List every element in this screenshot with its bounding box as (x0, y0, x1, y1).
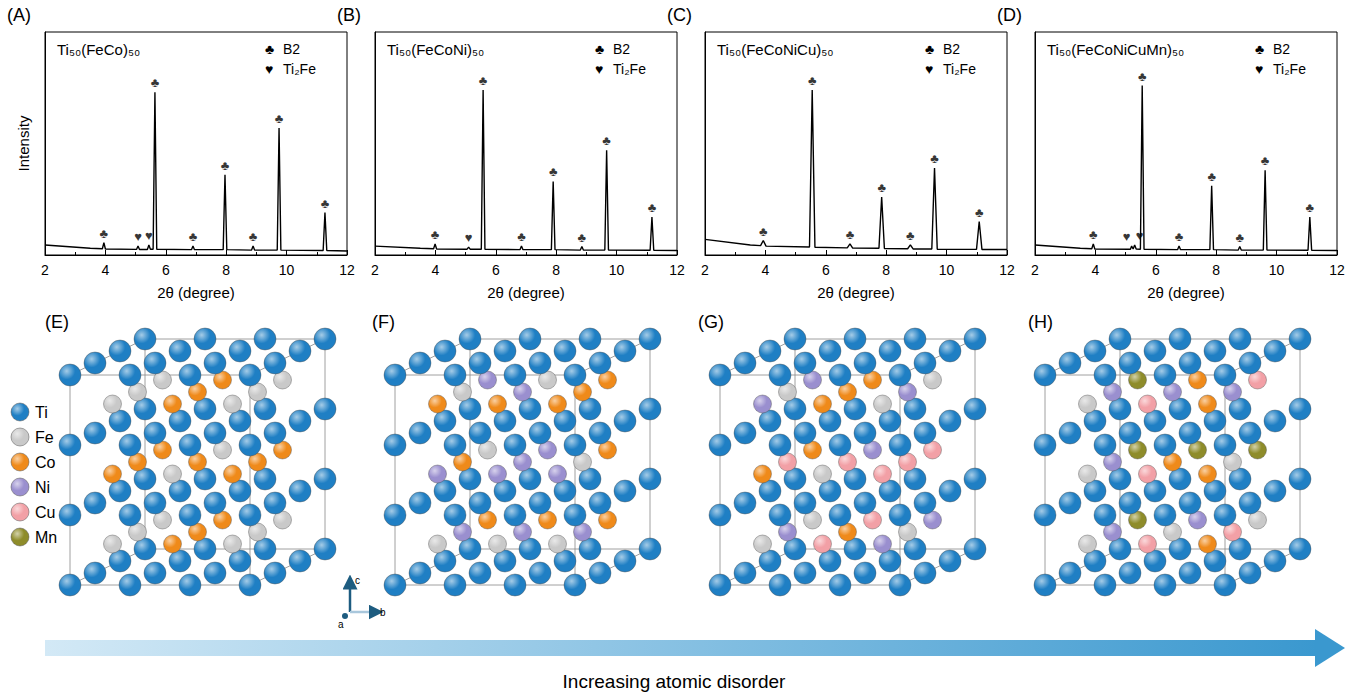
svg-text:B2: B2 (283, 41, 300, 57)
svg-text:(G): (G) (698, 312, 724, 332)
svg-text:♣: ♣ (877, 180, 886, 195)
svg-text:8: 8 (1212, 262, 1220, 278)
svg-text:2θ (degree): 2θ (degree) (1147, 284, 1225, 301)
svg-text:c: c (355, 575, 360, 586)
svg-text:12: 12 (999, 262, 1015, 278)
svg-text:2θ (degree): 2θ (degree) (157, 284, 235, 301)
svg-text:♥: ♥ (265, 61, 273, 77)
svg-text:Cu: Cu (35, 504, 55, 521)
svg-text:2θ (degree): 2θ (degree) (487, 284, 565, 301)
svg-text:♣: ♣ (1306, 200, 1315, 215)
svg-text:4: 4 (102, 262, 110, 278)
svg-text:Ti₂Fe: Ti₂Fe (283, 61, 316, 77)
svg-text:2: 2 (41, 262, 49, 278)
svg-text:Ti₂Fe: Ti₂Fe (943, 61, 976, 77)
svg-text:8: 8 (882, 262, 890, 278)
svg-text:♣: ♣ (1261, 153, 1270, 168)
svg-text:10: 10 (279, 262, 295, 278)
svg-text:♣: ♣ (151, 75, 160, 90)
svg-text:6: 6 (162, 262, 170, 278)
svg-text:♣: ♣ (906, 228, 915, 243)
svg-text:♣: ♣ (759, 224, 768, 239)
svg-text:♥: ♥ (1123, 229, 1131, 244)
svg-text:♥: ♥ (925, 61, 933, 77)
svg-text:4: 4 (432, 262, 440, 278)
svg-text:10: 10 (609, 262, 625, 278)
svg-text:♣: ♣ (1175, 229, 1184, 244)
svg-text:Ti₂Fe: Ti₂Fe (613, 61, 646, 77)
svg-text:♣: ♣ (846, 227, 855, 242)
svg-text:♣: ♣ (321, 196, 330, 211)
svg-text:♥: ♥ (134, 229, 142, 244)
svg-text:10: 10 (1269, 262, 1285, 278)
svg-text:(B): (B) (337, 5, 361, 25)
svg-text:4: 4 (1092, 262, 1100, 278)
svg-text:B2: B2 (943, 41, 960, 57)
svg-text:♣: ♣ (249, 229, 258, 244)
svg-text:♣: ♣ (1235, 230, 1244, 245)
svg-text:(A): (A) (7, 5, 31, 25)
svg-text:Ti₂Fe: Ti₂Fe (1273, 61, 1306, 77)
svg-text:♣: ♣ (517, 229, 526, 244)
svg-text:Ti₅₀(FeCoNi)₅₀: Ti₅₀(FeCoNi)₅₀ (387, 41, 484, 58)
svg-text:Ni: Ni (35, 479, 50, 496)
svg-text:12: 12 (1329, 262, 1345, 278)
svg-text:8: 8 (222, 262, 230, 278)
svg-text:2: 2 (701, 262, 709, 278)
svg-text:2: 2 (371, 262, 379, 278)
svg-text:♣: ♣ (275, 111, 284, 126)
svg-text:♣: ♣ (431, 227, 440, 242)
svg-text:Increasing atomic disorder: Increasing atomic disorder (563, 671, 786, 692)
svg-text:♣: ♣ (479, 73, 488, 88)
svg-text:♥: ♥ (595, 61, 603, 77)
svg-text:♥: ♥ (1255, 61, 1263, 77)
svg-text:B2: B2 (1273, 41, 1290, 57)
svg-text:♣: ♣ (100, 226, 109, 241)
svg-text:a: a (338, 619, 344, 630)
svg-text:4: 4 (762, 262, 770, 278)
svg-text:♣: ♣ (975, 205, 984, 220)
svg-text:♣: ♣ (1207, 169, 1216, 184)
svg-text:(F): (F) (372, 312, 395, 332)
svg-text:♣: ♣ (925, 41, 934, 57)
svg-text:12: 12 (669, 262, 685, 278)
svg-text:B2: B2 (613, 41, 630, 57)
svg-text:12: 12 (339, 262, 355, 278)
svg-text:♣: ♣ (549, 164, 558, 179)
svg-text:Intensity: Intensity (15, 115, 32, 171)
svg-text:(D): (D) (997, 5, 1022, 25)
svg-text:♥: ♥ (465, 230, 473, 245)
svg-text:(C): (C) (667, 5, 692, 25)
svg-text:♣: ♣ (1255, 41, 1264, 57)
svg-text:Ti₅₀(FeCoNiCuMn)₅₀: Ti₅₀(FeCoNiCuMn)₅₀ (1047, 41, 1184, 58)
svg-text:8: 8 (552, 262, 560, 278)
svg-text:Fe: Fe (35, 429, 54, 446)
svg-text:10: 10 (939, 262, 955, 278)
svg-text:♣: ♣ (808, 73, 817, 88)
svg-text:6: 6 (822, 262, 830, 278)
svg-text:(H): (H) (1028, 312, 1053, 332)
svg-text:Ti₅₀(FeCoNiCu)₅₀: Ti₅₀(FeCoNiCu)₅₀ (717, 41, 833, 58)
svg-text:♣: ♣ (648, 200, 657, 215)
svg-text:2θ (degree): 2θ (degree) (817, 284, 895, 301)
svg-text:♣: ♣ (221, 158, 230, 173)
svg-text:2: 2 (1031, 262, 1039, 278)
svg-text:♣: ♣ (1138, 69, 1147, 84)
svg-text:6: 6 (1152, 262, 1160, 278)
svg-text:♣: ♣ (930, 151, 939, 166)
svg-text:(E): (E) (45, 312, 69, 332)
svg-text:♣: ♣ (595, 41, 604, 57)
svg-text:6: 6 (492, 262, 500, 278)
svg-text:♣: ♣ (265, 41, 274, 57)
svg-text:b: b (380, 607, 386, 618)
svg-text:♣: ♣ (578, 230, 587, 245)
svg-text:Mn: Mn (35, 529, 57, 546)
svg-text:♣: ♣ (189, 229, 198, 244)
svg-text:Ti: Ti (35, 404, 48, 421)
svg-text:Ti₅₀(FeCo)₅₀: Ti₅₀(FeCo)₅₀ (57, 41, 140, 58)
svg-text:♥: ♥ (145, 228, 153, 243)
svg-text:♣: ♣ (1089, 227, 1098, 242)
svg-text:Co: Co (35, 454, 56, 471)
svg-text:♣: ♣ (602, 133, 611, 148)
